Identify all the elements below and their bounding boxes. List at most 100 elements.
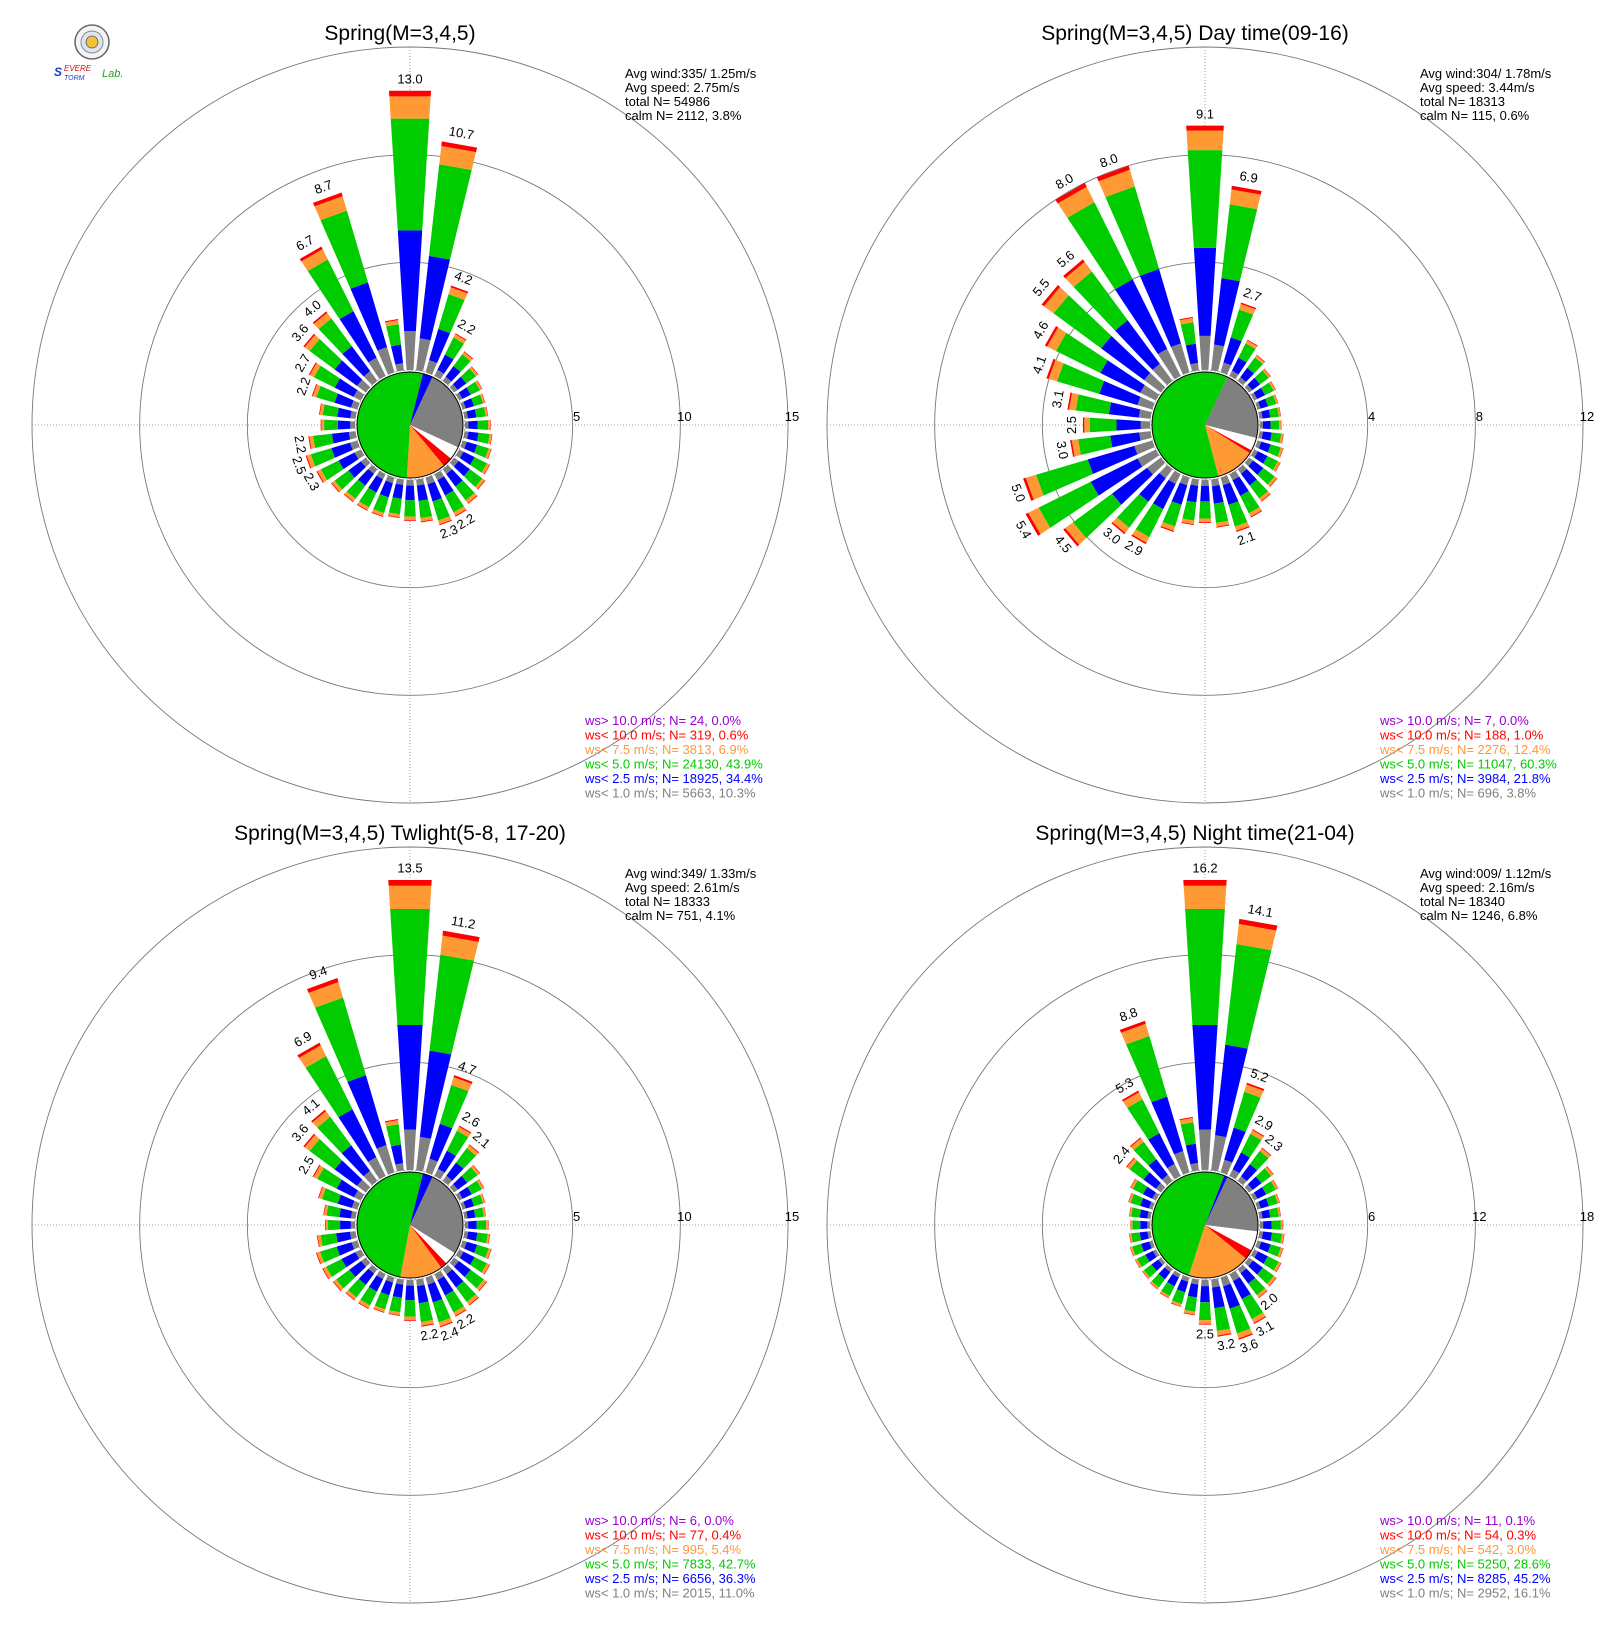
petal-segment [1238,343,1256,363]
petal-segment [368,475,383,493]
petal-segment [1119,1020,1146,1033]
petal-segment [1181,522,1194,526]
petal-segment [468,1296,480,1306]
petal-segment [483,464,491,475]
petal-segment [311,384,318,397]
petal-segment [1238,303,1256,315]
petal-290 [317,1186,360,1210]
petal-segment [395,1163,404,1172]
petal-segment [1147,457,1166,475]
legend-entry: ws< 7.5 m/s; N= 3813, 6.9% [584,742,749,757]
petal-segment [1255,1201,1261,1210]
petal-label: 13.5 [397,861,422,876]
petal-segment [434,1270,445,1281]
petal-segment [1274,394,1279,404]
petal-label: 2.5 [1196,1326,1214,1341]
pie-slice [410,1176,463,1254]
petal-segment [1167,1163,1181,1180]
petal-segment [446,469,463,487]
petal-segment [1220,1275,1231,1287]
petal-segment [1200,485,1210,502]
petal-240 [1134,1249,1160,1269]
petal-segment [1259,421,1263,429]
petal-20 [1220,302,1257,375]
ring-label: 10 [677,409,691,424]
petal-segment [1179,317,1194,325]
petal-segment [390,344,404,365]
petal-segment [385,1275,395,1283]
petal-segment [337,1194,355,1208]
ring-label: 15 [785,409,799,424]
petal-segment [1070,439,1075,457]
petal-segment [465,492,478,504]
petal-segment [345,1290,357,1300]
petal-segment [1147,1221,1151,1229]
petal-segment [456,1147,476,1169]
petal-segment [1267,1275,1277,1286]
petal-segment [437,476,454,496]
petal-segment [318,318,352,354]
petal-segment [1238,918,1278,931]
petal-segment [1170,1302,1182,1308]
pie-slice [357,1172,424,1278]
petal-80 [1258,1207,1282,1219]
center-pie [1151,371,1259,479]
petal-segment [336,1231,352,1243]
petal-segment [1185,343,1199,365]
petal-segment [1139,431,1152,441]
petal-segment [1198,1323,1212,1325]
petal-segment [1142,1270,1150,1279]
petal-segment [1254,1251,1268,1264]
petal-segment [1237,1264,1247,1274]
ring-label: 5 [573,409,580,424]
petal-segment [483,1207,487,1217]
petal-segment [1277,447,1284,458]
petal-segment [1082,417,1085,433]
petal-segment [1198,518,1212,523]
pie-slice [1205,425,1250,477]
petal-segment [477,432,490,444]
petal-segment [404,1316,416,1320]
petal-segment [1255,440,1262,449]
petal-segment [1217,1333,1232,1337]
petal-segment [486,1220,489,1230]
petal-segment [1089,417,1117,433]
petal-label: 3.1 [1049,389,1067,409]
svg-text:TORM: TORM [64,75,85,82]
petal-segment [385,475,395,484]
petal-segment [477,480,486,490]
wind-rose-panel-3: 5 10 1513.511.24.72.62.12.22.42.22.53.64.1… [31,822,799,1604]
petal-segment [371,509,385,517]
petal-segment [449,1183,458,1193]
petal-segment [1223,337,1242,366]
petal-segment [449,1257,459,1267]
lab-seal-icon: S EVERE TORM Lab. [54,24,123,82]
petal-segment [1211,1278,1220,1288]
petal-segment [1258,1290,1268,1299]
petal-350 [384,318,404,372]
petal-segment [1111,522,1126,535]
center-pie [356,371,464,479]
petal-segment [1199,1302,1211,1321]
petal-segment [1261,1209,1271,1219]
petal-label: 2.7 [291,351,313,374]
petal-segment [388,1313,400,1317]
petal-segment [490,434,493,445]
petal-segment [1148,1159,1168,1180]
petal-segment [448,287,468,301]
petal-segment [1266,1166,1274,1175]
petal-segment [479,393,486,404]
petal-segment [425,475,435,485]
petal-segment [1279,447,1284,458]
petal-140 [442,1264,480,1306]
petal-200 [373,1275,395,1313]
petal-340 [1096,165,1190,375]
petal-segment [349,1231,357,1240]
petal-segment [1247,357,1263,374]
petal-segment [1244,384,1253,393]
legend-entry: ws< 1.0 m/s; N= 696, 3.8% [1379,786,1537,801]
petal-segment [1105,186,1160,276]
petal-segment [1229,189,1261,210]
petal-segment [379,480,393,498]
petal-label: 8.8 [1117,1004,1139,1024]
